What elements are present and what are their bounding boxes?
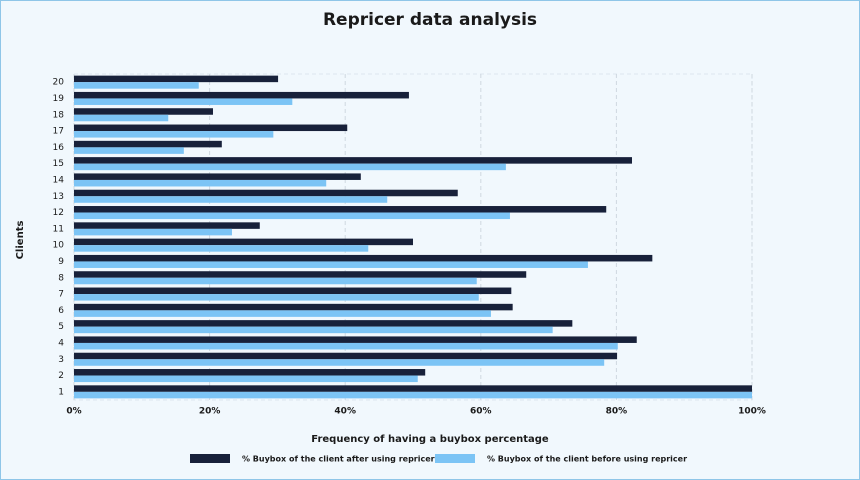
y-tick-label: 5	[58, 322, 64, 332]
y-tick-label: 10	[53, 241, 65, 251]
y-tick-label: 8	[58, 273, 64, 283]
bar	[74, 124, 348, 132]
y-axis-label: Clients	[15, 221, 26, 260]
y-tick-label: 1	[58, 387, 64, 397]
bar	[74, 75, 279, 83]
legend-label: % Buybox of the client before using repr…	[487, 455, 687, 464]
y-tick-label: 6	[58, 306, 64, 316]
bar	[74, 320, 573, 327]
x-tick-label: 80%	[606, 407, 628, 417]
bar	[74, 114, 169, 122]
bar	[74, 108, 213, 115]
y-tick-label: 13	[53, 192, 64, 202]
y-tick-label: 15	[53, 159, 64, 169]
y-tick-label: 11	[53, 224, 64, 234]
x-tick-label: 60%	[470, 407, 492, 417]
bar	[74, 287, 512, 295]
y-tick-label: 2	[58, 371, 64, 381]
bar	[74, 140, 222, 148]
bar	[74, 369, 426, 376]
y-tick-label: 17	[53, 127, 64, 137]
bar	[74, 342, 618, 350]
bar	[74, 245, 369, 252]
bar	[74, 82, 199, 89]
bar	[74, 147, 184, 154]
y-tick-label: 16	[53, 143, 65, 153]
y-tick-label: 19	[53, 94, 65, 104]
bar	[74, 157, 632, 164]
y-tick-label: 9	[58, 257, 64, 267]
bar	[74, 189, 458, 197]
y-tick-label: 12	[53, 208, 64, 218]
bar	[74, 303, 513, 311]
bar	[74, 261, 588, 268]
legend-swatch	[435, 454, 475, 463]
bar	[74, 196, 388, 203]
bar	[74, 310, 491, 317]
bar	[74, 222, 260, 229]
x-tick-label: 100%	[738, 407, 766, 417]
x-tick-label: 20%	[199, 407, 221, 417]
bar	[74, 294, 479, 301]
bar	[74, 131, 274, 138]
bar	[74, 238, 413, 246]
y-tick-label: 20	[53, 78, 65, 88]
bar	[74, 206, 607, 213]
y-tick-label: 18	[53, 110, 65, 120]
bar	[74, 336, 637, 343]
legend-swatch	[190, 454, 230, 463]
bar	[74, 326, 553, 334]
x-axis-label: Frequency of having a buybox percentage	[311, 434, 549, 445]
bar	[74, 212, 510, 220]
bar	[74, 254, 653, 262]
y-tick-label: 14	[53, 175, 65, 185]
bar	[74, 163, 506, 171]
legend-label: % Buybox of the client after using repri…	[242, 455, 435, 464]
chart-title: Repricer data analysis	[323, 10, 537, 30]
bar	[74, 359, 605, 366]
bar	[74, 391, 752, 399]
bar	[74, 228, 232, 236]
y-tick-label: 3	[58, 355, 64, 365]
y-tick-label: 7	[58, 290, 64, 300]
x-tick-label: 40%	[334, 407, 356, 417]
bar	[74, 179, 327, 187]
y-tick-label: 4	[58, 338, 64, 348]
bar	[74, 98, 293, 105]
bar	[74, 385, 752, 392]
bar	[74, 375, 418, 383]
bar	[74, 91, 409, 99]
x-tick-label: 0%	[66, 407, 81, 417]
bar	[74, 277, 477, 285]
bar	[74, 173, 361, 180]
bar	[74, 352, 618, 360]
bar	[74, 271, 527, 278]
